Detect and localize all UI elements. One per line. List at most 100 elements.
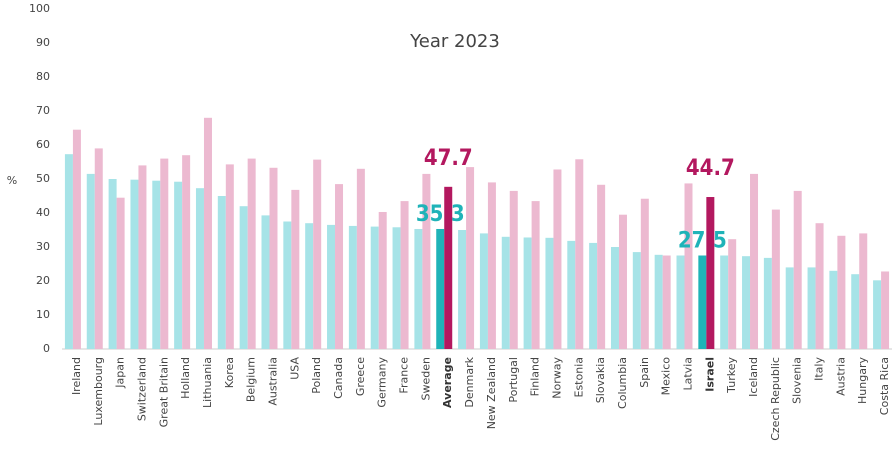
value-label: 47.7 <box>424 146 473 171</box>
bar <box>203 117 212 349</box>
bar <box>466 167 475 349</box>
bar <box>676 255 685 349</box>
bar <box>553 169 562 349</box>
y-tick-label: 70 <box>36 104 50 117</box>
bar <box>654 254 663 349</box>
x-tick-label: Holland <box>179 357 192 399</box>
y-tick-label: 40 <box>36 206 50 219</box>
x-tick-label: Germany <box>376 357 389 408</box>
y-tick-label: 60 <box>36 138 50 151</box>
bar <box>610 247 619 349</box>
bar <box>698 255 707 349</box>
bar <box>94 148 103 349</box>
x-tick-label: Ireland <box>70 357 83 395</box>
bar <box>575 159 584 349</box>
x-tick-label: New Zealand <box>485 357 498 429</box>
bar <box>217 196 226 349</box>
x-tick-label: Average <box>441 357 454 408</box>
x-tick-label: Austria <box>834 357 847 396</box>
bar <box>195 188 204 349</box>
x-tick-label: Columbia <box>616 357 629 409</box>
bar <box>269 167 278 349</box>
bar <box>662 255 671 349</box>
bar <box>632 252 641 349</box>
x-tick-label: Costa Rica <box>878 357 891 415</box>
bar <box>444 186 453 349</box>
bar <box>742 256 751 349</box>
x-tick-label: France <box>398 357 411 394</box>
x-tick-label: Great Britain <box>157 357 170 427</box>
bar <box>116 197 125 349</box>
bar <box>335 184 344 349</box>
bar <box>174 181 183 349</box>
bar <box>487 182 496 349</box>
bar <box>458 230 467 349</box>
x-tick-label: Spain <box>638 357 651 388</box>
x-tick-label: Latvia <box>682 357 695 391</box>
value-label: 27.5 <box>678 229 727 254</box>
x-tick-label: Belgium <box>245 357 258 402</box>
x-tick-label: Estonia <box>572 357 585 398</box>
y-tick-label: 10 <box>36 308 50 321</box>
value-label: 35.3 <box>416 202 465 227</box>
x-tick-label: Switzerland <box>135 357 148 421</box>
bar <box>873 280 882 349</box>
bar <box>793 190 802 349</box>
bar <box>523 237 532 349</box>
bar <box>829 270 838 349</box>
bar <box>400 201 409 349</box>
bar <box>479 233 488 349</box>
bar <box>138 165 147 349</box>
y-tick-label: 20 <box>36 274 50 287</box>
y-tick-label: 0 <box>43 342 50 355</box>
x-tick-label: Slovakia <box>594 357 607 403</box>
x-tick-label: Canada <box>332 357 345 399</box>
bar <box>763 257 772 349</box>
bar <box>64 154 73 349</box>
bar <box>414 228 423 349</box>
bar <box>640 198 649 349</box>
bar <box>72 129 81 349</box>
bar <box>501 236 510 349</box>
bar <box>509 190 518 349</box>
bar <box>225 164 234 349</box>
value-label: 44.7 <box>686 156 735 181</box>
bar <box>684 183 693 349</box>
x-tick-label: Norway <box>550 357 563 399</box>
bar <box>130 179 139 349</box>
bar <box>618 214 627 349</box>
x-tick-label: Mexico <box>660 357 673 396</box>
x-tick-label: Finland <box>529 357 542 396</box>
x-tick-label: Luxembourg <box>92 357 105 426</box>
bar <box>152 180 161 349</box>
x-tick-label: Denmark <box>463 356 476 407</box>
y-tick-label: 100 <box>29 2 50 15</box>
x-tick-label: Turkey <box>725 357 738 394</box>
bar <box>567 240 576 349</box>
bar <box>327 224 336 349</box>
bar <box>589 242 598 349</box>
bar <box>706 197 715 349</box>
y-tick-label: 80 <box>36 70 50 83</box>
bar <box>356 168 365 349</box>
x-tick-label: Sweden <box>419 357 432 400</box>
bar <box>348 225 357 349</box>
y-axis-label: % <box>7 174 17 187</box>
x-tick-label: Portugal <box>507 357 520 403</box>
x-tick-label: Poland <box>310 357 323 394</box>
bar <box>859 233 868 349</box>
bar <box>86 173 95 349</box>
chart-subtitle: Year 2023 <box>409 31 500 52</box>
bar <box>261 215 270 349</box>
bar <box>239 206 248 349</box>
x-tick-label: Israel <box>703 357 716 392</box>
bar <box>807 267 816 349</box>
x-tick-label: Korea <box>223 357 236 388</box>
y-tick-label: 90 <box>36 36 50 49</box>
y-tick-label: 50 <box>36 172 50 185</box>
bar <box>422 173 431 349</box>
bar <box>531 201 540 349</box>
bar <box>370 226 379 349</box>
bar <box>378 211 387 349</box>
